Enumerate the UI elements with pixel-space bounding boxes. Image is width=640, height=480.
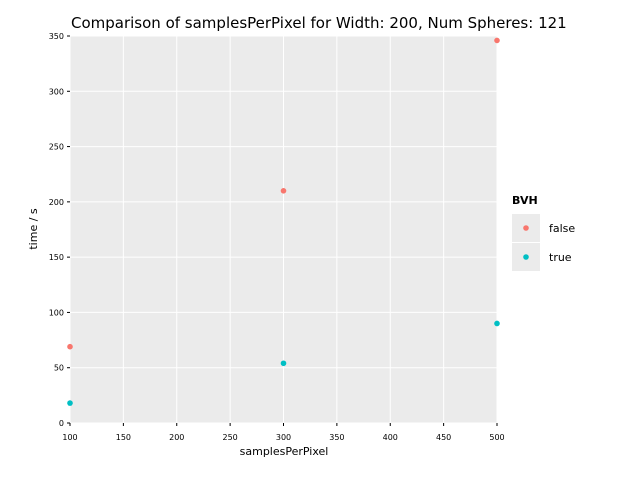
legend-label-true: true [549, 251, 572, 264]
x-tick-label: 300 [276, 433, 291, 442]
y-tick-label: 250 [49, 143, 64, 152]
y-tick-label: 300 [49, 87, 64, 96]
point-bvh-false [280, 188, 287, 194]
x-tick-label: 350 [329, 433, 344, 442]
x-tick-label: 500 [489, 433, 504, 442]
y-tick-label: 100 [49, 308, 64, 317]
y-tick-label: 0 [59, 419, 64, 428]
point-bvh-true [67, 400, 73, 406]
data-points [67, 37, 500, 406]
y-axis-ticks: 0 50 100 150 200 250 300 350 [49, 32, 70, 428]
legend-swatch-false [523, 225, 529, 231]
point-bvh-true [494, 320, 500, 327]
y-tick-label: 350 [49, 32, 64, 41]
x-axis-title: samplesPerPixel [240, 445, 329, 458]
point-bvh-true [280, 360, 287, 367]
y-tick-label: 50 [54, 364, 64, 373]
y-tick-label: 150 [49, 253, 64, 262]
x-tick-label: 200 [169, 433, 184, 442]
point-bvh-false [67, 343, 73, 350]
x-tick-label: 100 [62, 433, 77, 442]
point-bvh-false [494, 37, 500, 44]
x-tick-label: 250 [222, 433, 237, 442]
legend-label-false: false [549, 222, 575, 235]
legend: BVH false true [512, 194, 575, 271]
x-tick-label: 150 [116, 433, 131, 442]
legend-title: BVH [512, 194, 538, 207]
x-axis-ticks: 100 150 200 250 300 350 400 450 500 [62, 423, 505, 442]
x-tick-label: 450 [436, 433, 451, 442]
y-axis-title: time / s [27, 208, 40, 250]
legend-swatch-true [523, 254, 529, 260]
x-tick-label: 400 [383, 433, 398, 442]
y-tick-label: 200 [49, 198, 64, 207]
chart-title: Comparison of samplesPerPixel for Width:… [71, 14, 567, 32]
